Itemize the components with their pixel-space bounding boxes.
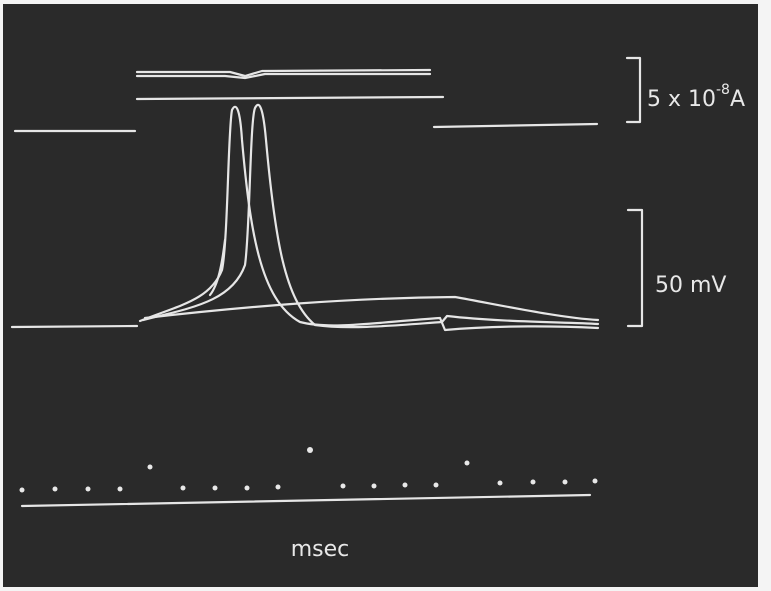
voltage-baseline (12, 326, 137, 327)
time-dot (307, 447, 313, 453)
time-dot (148, 465, 153, 470)
scale-unit: A (730, 87, 745, 112)
time-dot (276, 485, 281, 490)
time-dot (213, 486, 218, 491)
time-dot (53, 487, 58, 492)
time-dot (531, 480, 536, 485)
time-dot (498, 481, 503, 486)
current-scale-label: 5 x 10-8A (647, 82, 745, 112)
time-dot (86, 487, 91, 492)
page: 5 x 10-8A 50 mV msec (0, 0, 771, 591)
oscilloscope-figure: 5 x 10-8A 50 mV msec (0, 0, 771, 591)
scale-exponent: -8 (716, 82, 730, 98)
time-dot (245, 486, 250, 491)
time-dot (372, 484, 377, 489)
time-dot (465, 461, 470, 466)
time-dot (403, 483, 408, 488)
time-dot (563, 480, 568, 485)
time-dot (118, 487, 123, 492)
time-dot (434, 483, 439, 488)
time-dot (181, 486, 186, 491)
time-dot (20, 488, 25, 493)
scale-base: 5 x 10 (647, 87, 716, 112)
time-scale-label: msec (291, 537, 350, 562)
time-dot (341, 484, 346, 489)
voltage-scale-label: 50 mV (655, 273, 726, 298)
time-dot (593, 479, 598, 484)
